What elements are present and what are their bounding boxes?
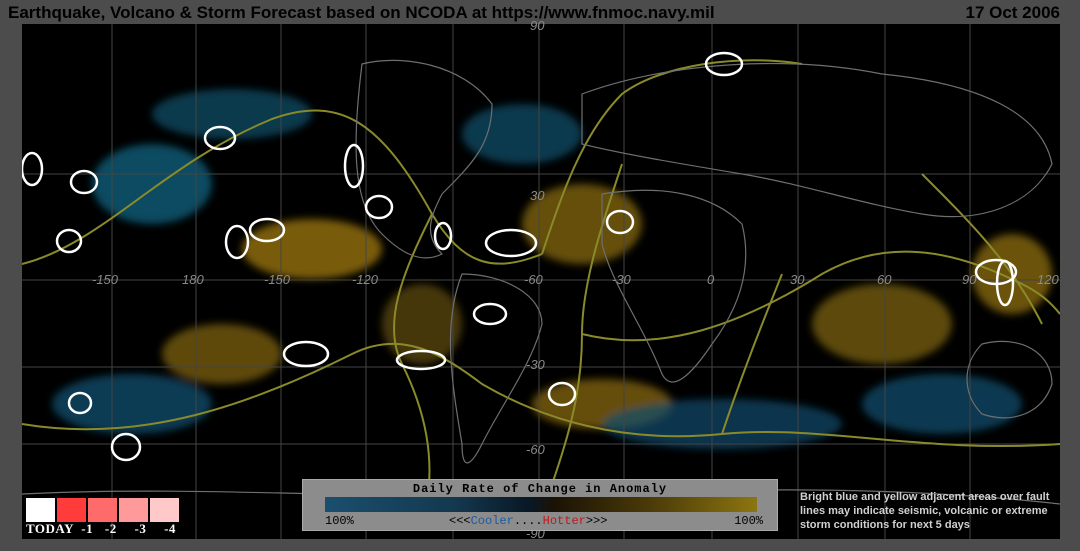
marker-new-zealand [67,391,93,415]
marker-galapagos [472,302,508,326]
gradient-right-label: 100% [734,514,763,528]
hotter-label: Hotter [542,514,586,528]
legend-label-3: -3 [134,521,147,536]
gradient-title: Daily Rate of Change in Anomaly [412,482,668,496]
forecast-date: 17 Oct 2006 [965,3,1060,22]
cooler-label: Cooler [470,514,514,528]
lon-label-180: 180 [182,272,204,287]
continent-outlines [21,59,1061,505]
legend-swatch-1 [57,498,86,522]
lon-label-30w: -30 [612,272,631,287]
anomaly-patches [52,89,1052,449]
marker-alaska [203,125,237,151]
lon-label-90e: 90 [962,272,977,287]
yellow-anomaly-atlantic [522,184,642,264]
south-america-outline [449,273,543,464]
marker-hawaii-east [248,217,286,243]
legend-label-1: -1 [81,521,94,536]
legend-label-today: TODAY [26,521,74,536]
legend-swatch-2 [88,498,117,522]
lon-label-120w: -120 [352,272,379,287]
forecast-note: Bright blue and yellow adjacent areas ov… [800,491,1050,531]
yellow-anomaly-pacific [242,219,382,279]
arrow-right: >>> [585,514,608,528]
anomaly-world-map: 90 30 -30 -60 -90 -150 180 -150 -120 -60… [20,18,1061,541]
blue-anomaly-north-pacific [152,89,312,139]
blue-anomaly-southern-ocean [602,399,842,449]
legend-label-2: -2 [104,521,117,536]
marker-caribbean [484,228,538,258]
blue-anomaly-north-atlantic [462,104,582,164]
marker-california [364,194,394,220]
marker-philippines-south [995,259,1015,307]
map-svg [20,24,1061,539]
page-title: Earthquake, Volcano & Storm Forecast bas… [8,3,715,22]
plate-boundaries [21,59,1061,525]
lon-label-150w: -150 [264,272,291,287]
lon-label-150w-left: -150 [92,272,119,287]
day-legend-labels: TODAY -1 -2 -3 -4 [26,521,176,537]
australia-outline [966,340,1053,419]
graticule [22,24,1060,539]
marker-south-atlantic [547,381,577,407]
marker-gulf [433,221,453,251]
legend-swatch-today [26,498,55,522]
marker-north-africa [605,209,635,235]
blue-anomaly-indian [862,374,1022,434]
forecast-markers [20,51,1018,462]
yellow-anomaly-indian [812,284,952,364]
lon-label-120e: 120 [1037,272,1059,287]
marker-japan [55,228,83,254]
africa-outline [601,189,747,383]
eurasia-outline [581,63,1053,218]
blue-anomaly-pacific [92,144,212,224]
lat-label-30n: 30 [530,188,545,203]
lon-label-0: 0 [707,272,715,287]
legend-swatch-4 [150,498,179,522]
lon-label-30e: 30 [790,272,805,287]
marker-southern-pacific [110,432,142,462]
lat-label-30s: -30 [526,357,545,372]
north-america-outline [355,59,493,259]
lon-label-60w: -60 [524,272,543,287]
gradient-left-label: 100% [325,514,354,528]
marker-kuril [69,169,99,195]
legend-label-4: -4 [164,521,176,536]
marker-arctic [704,51,744,77]
legend-swatch-3 [119,498,148,522]
day-legend [24,496,182,541]
gradient-bar [325,497,757,512]
arrow-left: <<< [449,514,471,528]
blue-anomaly-south-pacific [52,374,212,434]
lat-label-90n: 90 [530,18,545,33]
gradient-center-label: <<<Cooler....Hotter>>> [449,514,607,528]
yellow-anomaly-south-pacific [162,324,282,384]
dots: .... [513,514,543,528]
marker-chile [395,349,447,371]
lat-label-60s: -60 [526,442,545,457]
marker-hawaii-west [224,224,250,260]
marker-south-pacific [282,340,330,368]
marker-canada-coast [343,143,365,189]
marker-aleutians-west [20,151,44,187]
lon-label-60e: 60 [877,272,892,287]
anomaly-gradient-legend: Daily Rate of Change in Anomaly 100% <<<… [302,479,778,531]
